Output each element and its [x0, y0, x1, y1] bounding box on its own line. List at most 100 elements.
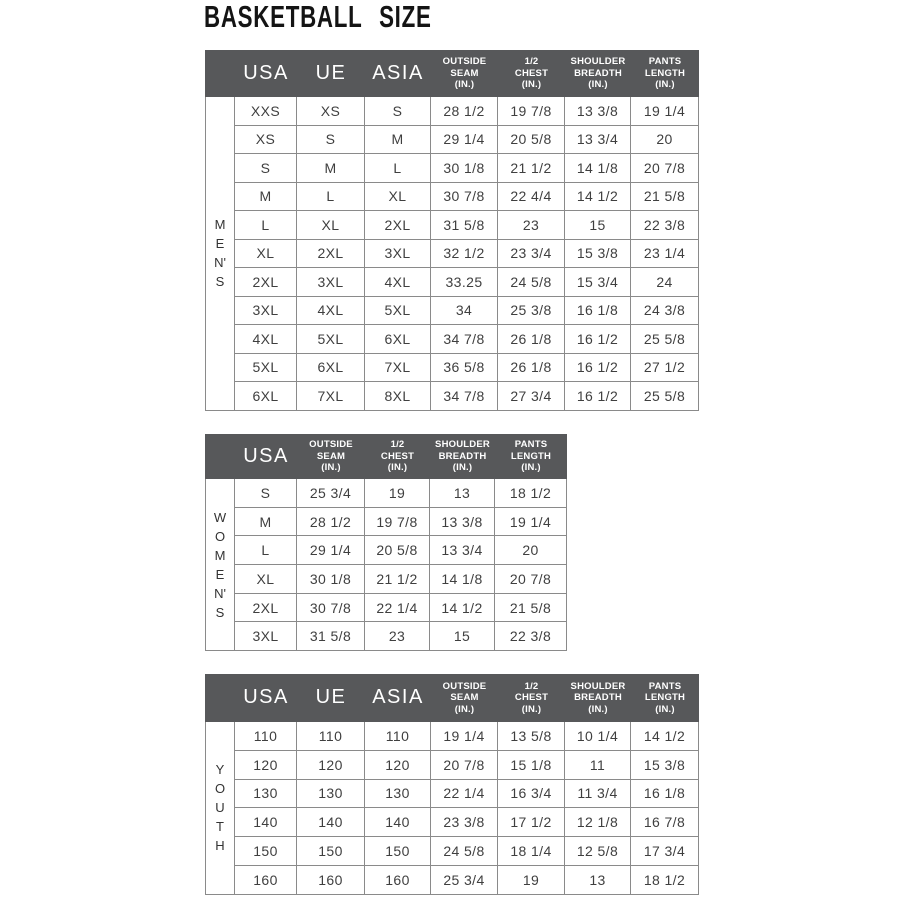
column-header-line: LENGTH	[510, 450, 552, 462]
group-label-letter: E	[215, 236, 225, 252]
column-header-line: CHEST	[380, 450, 415, 462]
column-header-line: 1/2	[524, 56, 539, 68]
table-cell: 160	[297, 865, 365, 895]
table-row: L XL 2XL 31 5/8 23 15 22 3/8	[235, 211, 699, 240]
table-cell: L	[365, 154, 431, 183]
mens-size-table: USA UE ASIA OUTSIDE SEAM (IN.) 1/2 CHEST (IN.) SH…	[205, 50, 699, 411]
table-cell: 12 5/8	[565, 837, 631, 866]
column-header-line: 1/2	[524, 680, 539, 692]
table-cell: M	[235, 182, 297, 211]
table-cell: 4XL	[297, 296, 365, 325]
table-cell: 140	[365, 808, 431, 838]
table-cell: 130	[235, 779, 297, 809]
table-cell: 21 5/8	[495, 593, 567, 623]
table-cell: 25 3/4	[431, 865, 498, 895]
table-cell: S	[297, 125, 365, 154]
table-cell: 16 7/8	[631, 808, 699, 838]
column-header-line: PANTS	[648, 680, 682, 692]
table-cell: 34	[431, 296, 498, 325]
table-cell: S	[365, 97, 431, 126]
group-label-letter: O	[214, 781, 226, 797]
table-cell: 30 1/8	[297, 565, 365, 594]
column-header-line: (IN.)	[321, 462, 341, 474]
column-header-line: OUTSIDE	[442, 680, 487, 692]
column-header-line: SHOULDER	[435, 439, 490, 451]
table-row: 4XL 5XL 6XL 34 7/8 26 1/8 16 1/2 25 5/8	[235, 325, 699, 354]
table-cell: 19 7/8	[498, 97, 565, 126]
table-row: XS S M 29 1/4 20 5/8 13 3/4 20	[235, 125, 699, 154]
table-cell: 130	[365, 779, 431, 809]
table-cell: 21 1/2	[365, 565, 430, 594]
table-row: 5XL 6XL 7XL 36 5/8 26 1/8 16 1/2 27 1/2	[235, 353, 699, 382]
column-header-line: 1/2	[390, 439, 405, 451]
table-cell: L	[297, 182, 365, 211]
column-header-line: CHEST	[514, 67, 549, 79]
group-label: M E N' S	[205, 97, 235, 411]
table-cell: 26 1/8	[498, 353, 565, 382]
group-label-letter: E	[215, 566, 225, 582]
table-cell: 4XL	[235, 325, 297, 354]
column-header-line: (IN.)	[454, 703, 475, 715]
youth-size-table: USA UE ASIA OUTSIDE SEAM (IN.) 1/2 CHEST (IN.) SH…	[205, 674, 699, 895]
table-cell: 22 4/4	[498, 182, 565, 211]
column-header-line: OUTSIDE	[309, 439, 353, 451]
group-label-letter: S	[215, 604, 225, 620]
table-cell: 34 7/8	[431, 382, 498, 411]
table-cell: 20 7/8	[631, 154, 699, 183]
table-cell: 5XL	[297, 325, 365, 354]
table-cell: 18 1/2	[495, 479, 567, 508]
table-cell: 22 1/4	[431, 779, 498, 809]
column-header: ASIA	[372, 61, 424, 84]
table-cell: 23	[365, 622, 430, 652]
table-row: S 25 3/4 19 13 18 1/2	[235, 479, 567, 508]
table-cell: 21 5/8	[631, 182, 699, 211]
table-cell: XL	[235, 565, 297, 594]
table-cell: XL	[235, 239, 297, 268]
table-cell: 120	[297, 750, 365, 780]
table-cell: 36 5/8	[431, 353, 498, 382]
table-cell: 17 1/2	[498, 808, 565, 838]
table-cell: 20 7/8	[431, 750, 498, 780]
page-title: BASKETBALL SIZE	[204, 0, 432, 34]
table-cell: M	[297, 154, 365, 183]
column-header-line: CHEST	[514, 692, 549, 704]
table-cell: M	[365, 125, 431, 154]
header-spacer	[205, 50, 235, 97]
table-cell: 120	[235, 750, 297, 780]
table-cell: 24	[631, 268, 699, 297]
table-cell: 20 5/8	[498, 125, 565, 154]
table-cell: M	[235, 507, 297, 537]
table-row: M L XL 30 7/8 22 4/4 14 1/2 21 5/8	[235, 182, 699, 211]
table-cell: 5XL	[235, 353, 297, 382]
column-header-line: (IN.)	[588, 703, 608, 715]
column-header: USA	[243, 686, 289, 709]
column-header-line: SHOULDER	[570, 56, 626, 68]
column-header: SHOULDER BREADTH (IN.)	[430, 434, 495, 479]
table-cell: 6XL	[297, 353, 365, 382]
column-header-line: (IN.)	[521, 462, 541, 474]
table-header-row: USA UE ASIA OUTSIDE SEAM (IN.) 1/2 CHEST (IN.) SH…	[205, 50, 699, 97]
table-cell: 15 3/8	[631, 750, 699, 780]
table-cell: 110	[235, 722, 297, 751]
table-cell: 110	[365, 722, 431, 751]
table-cell: 24 5/8	[498, 268, 565, 297]
table-cell: 7XL	[365, 353, 431, 382]
group-label-letter: M	[214, 217, 226, 233]
table-cell: 19	[498, 865, 565, 895]
table-cell: 160	[365, 865, 431, 895]
table-cell: XXS	[235, 97, 297, 126]
table-cell: 31 5/8	[431, 211, 498, 240]
column-header-line: SEAM	[316, 450, 346, 462]
table-cell: 34 7/8	[431, 325, 498, 354]
table-header-row: USA OUTSIDE SEAM (IN.) 1/2 CHEST (IN.) SHOULDER…	[205, 434, 567, 479]
table-cell: 25 5/8	[631, 382, 699, 411]
table-rows: XXS XS S 28 1/2 19 7/8 13 3/8 19 1/4 XS S M 29 1/4…	[235, 97, 699, 411]
table-cell: 16 1/8	[631, 779, 699, 809]
column-header: PANTS LENGTH (IN.)	[631, 674, 699, 722]
table-header-row: USA UE ASIA OUTSIDE SEAM (IN.) 1/2 CHEST (IN.) SH…	[205, 674, 699, 722]
table-cell: 110	[297, 722, 365, 751]
column-header: ASIA	[372, 686, 424, 709]
table-cell: 22 3/8	[495, 622, 567, 652]
column-header-line: (IN.)	[454, 79, 475, 91]
